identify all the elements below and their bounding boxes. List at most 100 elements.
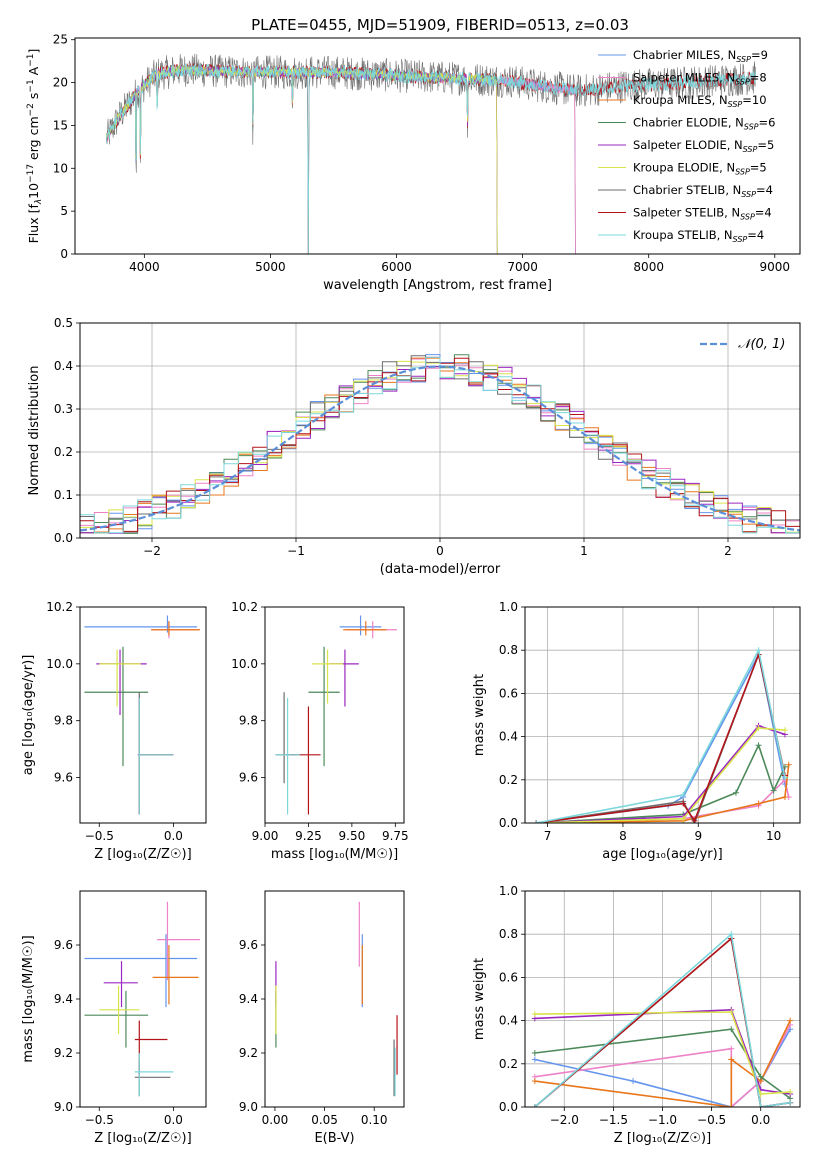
- y-axis-label: mass [log₁₀(M/M☉)]: [21, 935, 36, 1062]
- legend-tail: =10: [742, 93, 766, 107]
- spectrum-y-axis-label: Flux [fλ10−17 erg cm−2 s−1 A−1]: [26, 49, 44, 244]
- errorbar-kroupa_stelib: [134, 1053, 174, 1097]
- x-tick-label: 8: [619, 829, 627, 843]
- y-tick-label: 0.0: [54, 531, 73, 545]
- x-tick-label: 9.50: [339, 829, 366, 843]
- line-kroupa_miles: [536, 764, 790, 823]
- x-tick-label: 9.00: [252, 829, 279, 843]
- errorbar-kroupa_miles: [152, 945, 199, 1005]
- line-salpeter_elodie: [534, 1008, 791, 1095]
- weight_vs_Z-panel: −2.0 −1.5 −1.0 −0.5 0.0 0.0 0.2 0.4 0.6 0.8 1.0 Z […: [472, 884, 801, 1146]
- y-tick-label: 0.6: [499, 970, 518, 984]
- x-tick-label: 5000: [255, 260, 286, 274]
- x-axis-label: (data-model)/error: [380, 562, 501, 577]
- y-tick-label: 9.8: [54, 714, 73, 728]
- x-tick-label: −2: [143, 544, 161, 558]
- legend-tail: =6: [759, 116, 776, 130]
- y-tick-label: 0.1: [54, 488, 73, 502]
- line-salpeter_elodie: [536, 724, 786, 823]
- legend-subscript: SSP: [744, 123, 759, 132]
- x-tick-label: 0.05: [311, 1113, 338, 1127]
- weight_vs_age-panel: 7 8 9 10 0.0 0.2 0.4 0.6 0.8 1.0 age [log₁₀(age/yr…: [472, 600, 801, 862]
- y-tick-label: 25: [53, 33, 68, 47]
- legend-label-gauss: 𝒩(0, 1): [738, 337, 785, 352]
- legend-label-kroupa_elodie: Kroupa ELODIE, NSSP=5: [633, 161, 767, 177]
- legend-subscript: SSP: [728, 100, 743, 109]
- y-tick-label: 9.8: [239, 714, 258, 728]
- legend-subscript: SSP: [740, 213, 755, 222]
- x-tick-label: 9.25: [295, 829, 322, 843]
- x-axis-label: mass [log₁₀(M/M☉)]: [271, 847, 398, 862]
- x-tick-label: 7000: [507, 260, 538, 274]
- line-chabrier_elodie: [536, 743, 786, 823]
- y-tick-label: 10.0: [231, 657, 258, 671]
- error-bars: [275, 901, 398, 1097]
- y-tick-label: 9.4: [54, 992, 73, 1006]
- x-tick-label: 9000: [760, 260, 791, 274]
- legend-tail: =5: [750, 161, 767, 175]
- x-tick-label: 9.75: [382, 829, 409, 843]
- spectrum-chabrier_miles: [106, 65, 576, 254]
- y-tick-label: 10.0: [46, 657, 73, 671]
- errorbar-salpeter_elodie: [329, 649, 359, 707]
- y-tick-label: 0.2: [499, 773, 518, 787]
- x-tick-label: 1: [580, 544, 588, 558]
- errorbar-kroupa_miles: [151, 621, 201, 636]
- errorbar-chabrier_miles: [339, 615, 382, 636]
- axes-frame: [264, 606, 405, 824]
- line-kroupa_elodie: [534, 1011, 791, 1095]
- x-tick-label: −1.0: [648, 1113, 677, 1127]
- legend-subscript: SSP: [735, 78, 750, 87]
- y-label-part: ]: [26, 49, 41, 54]
- x-tick-label: 0.0: [751, 1113, 770, 1127]
- errorbar-kroupa_elodie: [99, 985, 140, 1035]
- line-kroupa_stelib: [536, 647, 786, 823]
- errorbar-salpeter_stelib: [137, 697, 174, 815]
- spectrum-lines: [106, 53, 756, 254]
- legend-tail: =4: [755, 206, 772, 220]
- mass_vs_Z-panel: −0.5 0.0 9.0 9.2 9.4 9.6 Z [log₁₀(Z/Z☉)] mass […: [21, 890, 207, 1146]
- y-label-part: λ: [34, 199, 44, 205]
- y-tick-label: 9.6: [54, 771, 73, 785]
- errorbar-chabrier_elodie: [308, 646, 340, 767]
- legend-tail: =4: [756, 183, 773, 197]
- y-label-part: Flux [f: [26, 204, 41, 244]
- errorbar-chabrier_miles: [84, 934, 198, 1008]
- y-tick-label: 9.0: [239, 1100, 258, 1114]
- y-tick-label: 0.0: [499, 816, 518, 830]
- errorbar-kroupa_elodie: [311, 649, 344, 704]
- x-axis-label: wavelength [Angstrom, rest frame]: [323, 278, 552, 293]
- histograms: [80, 354, 800, 534]
- legend-subscript: SSP: [733, 235, 748, 244]
- gaussian-curve: [80, 365, 800, 532]
- y-axis-label: mass weight: [472, 674, 487, 756]
- x-tick-label: 0.0: [164, 829, 183, 843]
- spectrum-kroupa_miles: [106, 64, 576, 254]
- legend-label-salpeter_elodie: Salpeter ELODIE, NSSP=5: [633, 138, 774, 154]
- y-tick-label: 0.6: [499, 686, 518, 700]
- axes-frame: [79, 606, 207, 824]
- line-kroupa_elodie: [536, 727, 785, 823]
- y-tick-label: 0.8: [499, 643, 518, 657]
- errorbar-kroupa_stelib: [275, 697, 300, 815]
- x-tick-label: −0.5: [697, 1113, 726, 1127]
- y-tick-label: 0.4: [499, 1014, 518, 1028]
- y-tick-label: 0.8: [499, 927, 518, 941]
- y-tick-label: 9.2: [54, 1046, 73, 1060]
- error-bars: [275, 615, 398, 815]
- y-tick-label: 1.0: [499, 884, 518, 898]
- x-tick-label: 0: [436, 544, 444, 558]
- y-tick-label: 20: [53, 76, 68, 90]
- spectrum-panel: 4000 5000 6000 7000 8000 9000 0 5 10 15 20 25 wavele…: [26, 33, 801, 293]
- y-tick-label: 9.2: [239, 1046, 258, 1060]
- x-tick-label: 0.0: [164, 1113, 183, 1127]
- y-tick-label: 9.6: [239, 938, 258, 952]
- x-tick-label: 0.10: [361, 1113, 388, 1127]
- x-tick-label: 10: [766, 829, 781, 843]
- legend-label-salpeter_miles: Salpeter MILES, NSSP=8: [633, 71, 767, 87]
- y-label-part: s: [26, 93, 41, 104]
- y-tick-label: 0.2: [54, 445, 73, 459]
- x-tick-label: 0.00: [262, 1113, 289, 1127]
- errorbar-salpeter_elodie: [103, 961, 138, 1008]
